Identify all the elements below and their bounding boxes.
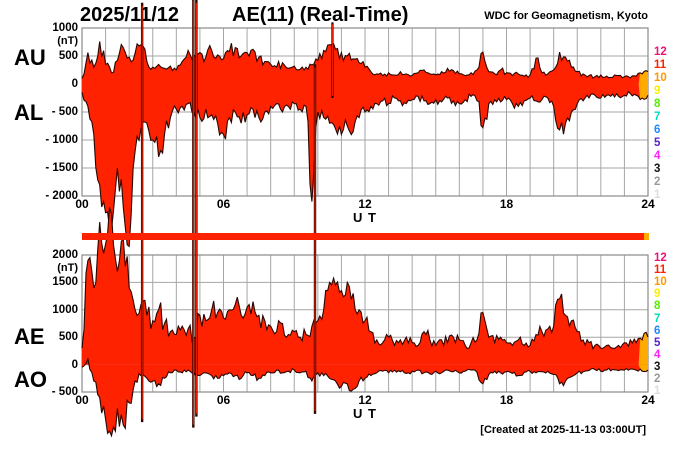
y-tick-label: 1000 <box>52 22 78 34</box>
data-source-label: WDC for Geomagnetism, Kyoto <box>484 10 648 22</box>
x-tick-label: 00 <box>75 393 89 407</box>
station-count-1: 1 <box>654 385 661 398</box>
x-tick-label: 18 <box>499 393 514 407</box>
y-tick-label: - 500 <box>51 386 78 398</box>
station-count-8: 8 <box>654 98 661 110</box>
station-count-12: 12 <box>654 46 667 58</box>
x-tick-label: 06 <box>216 197 231 211</box>
x-axis-label: U T <box>353 406 377 421</box>
availability-bar <box>82 233 649 240</box>
x-tick-label: 24 <box>641 393 655 407</box>
station-count-4: 4 <box>654 348 661 361</box>
y-tick-label: - 1000 <box>45 134 78 146</box>
station-count-5: 5 <box>654 137 661 149</box>
station-count-7: 7 <box>654 111 661 123</box>
y-tick-label: 500 <box>58 50 78 62</box>
x-tick-label: 18 <box>499 197 514 211</box>
y-tick-label: 0 <box>71 358 78 371</box>
series-label-au: AU <box>14 45 46 70</box>
station-count-6: 6 <box>654 124 661 136</box>
y-tick-label: 500 <box>58 331 78 344</box>
station-count-9: 9 <box>654 288 661 301</box>
station-count-6: 6 <box>654 324 661 337</box>
station-count-3: 3 <box>654 163 661 175</box>
series-label-ao: AO <box>14 367 47 392</box>
trace-al <box>82 84 648 247</box>
y-axis-unit: (nT) <box>57 262 78 274</box>
station-count-10: 10 <box>654 72 667 84</box>
y-axis-unit: (nT) <box>57 35 78 47</box>
series-label-ae: AE <box>14 324 45 349</box>
plot-date: 2025/11/12 <box>80 4 179 26</box>
y-tick-label: 1000 <box>52 303 78 316</box>
station-count-2: 2 <box>654 176 661 188</box>
station-count-3: 3 <box>654 360 661 373</box>
station-count-12: 12 <box>654 252 667 264</box>
trace-ao <box>82 359 648 436</box>
station-count-7: 7 <box>654 312 661 325</box>
availability-bar-tip <box>644 233 649 240</box>
x-tick-label: 24 <box>641 197 655 211</box>
x-tick-label: 12 <box>358 197 372 211</box>
plot-title: AE(11) (Real-Time) <box>232 4 409 26</box>
x-tick-label: 12 <box>358 393 372 407</box>
x-tick-label: 06 <box>216 393 231 407</box>
station-count-10: 10 <box>654 276 667 289</box>
station-count-1: 1 <box>654 189 661 201</box>
station-count-4: 4 <box>654 150 661 162</box>
station-count-9: 9 <box>654 85 661 97</box>
series-label-al: AL <box>14 100 44 125</box>
y-tick-label: 0 <box>71 78 78 90</box>
y-tick-label: 1500 <box>52 276 78 289</box>
station-count-2: 2 <box>654 373 661 385</box>
station-count-5: 5 <box>654 336 661 349</box>
station-count-11: 11 <box>654 59 667 71</box>
x-tick-label: 00 <box>75 197 89 211</box>
y-tick-label: - 2000 <box>45 190 78 202</box>
station-count-11: 11 <box>654 264 667 277</box>
y-tick-label: - 500 <box>51 106 78 118</box>
station-count-8: 8 <box>654 300 661 313</box>
x-axis-label: U T <box>353 210 377 225</box>
created-timestamp: [Created at 2025-11-13 03:00UT] <box>480 424 646 436</box>
y-tick-label: - 1500 <box>45 162 78 174</box>
trace-ae <box>82 207 648 365</box>
y-tick-label: 2000 <box>52 249 78 261</box>
